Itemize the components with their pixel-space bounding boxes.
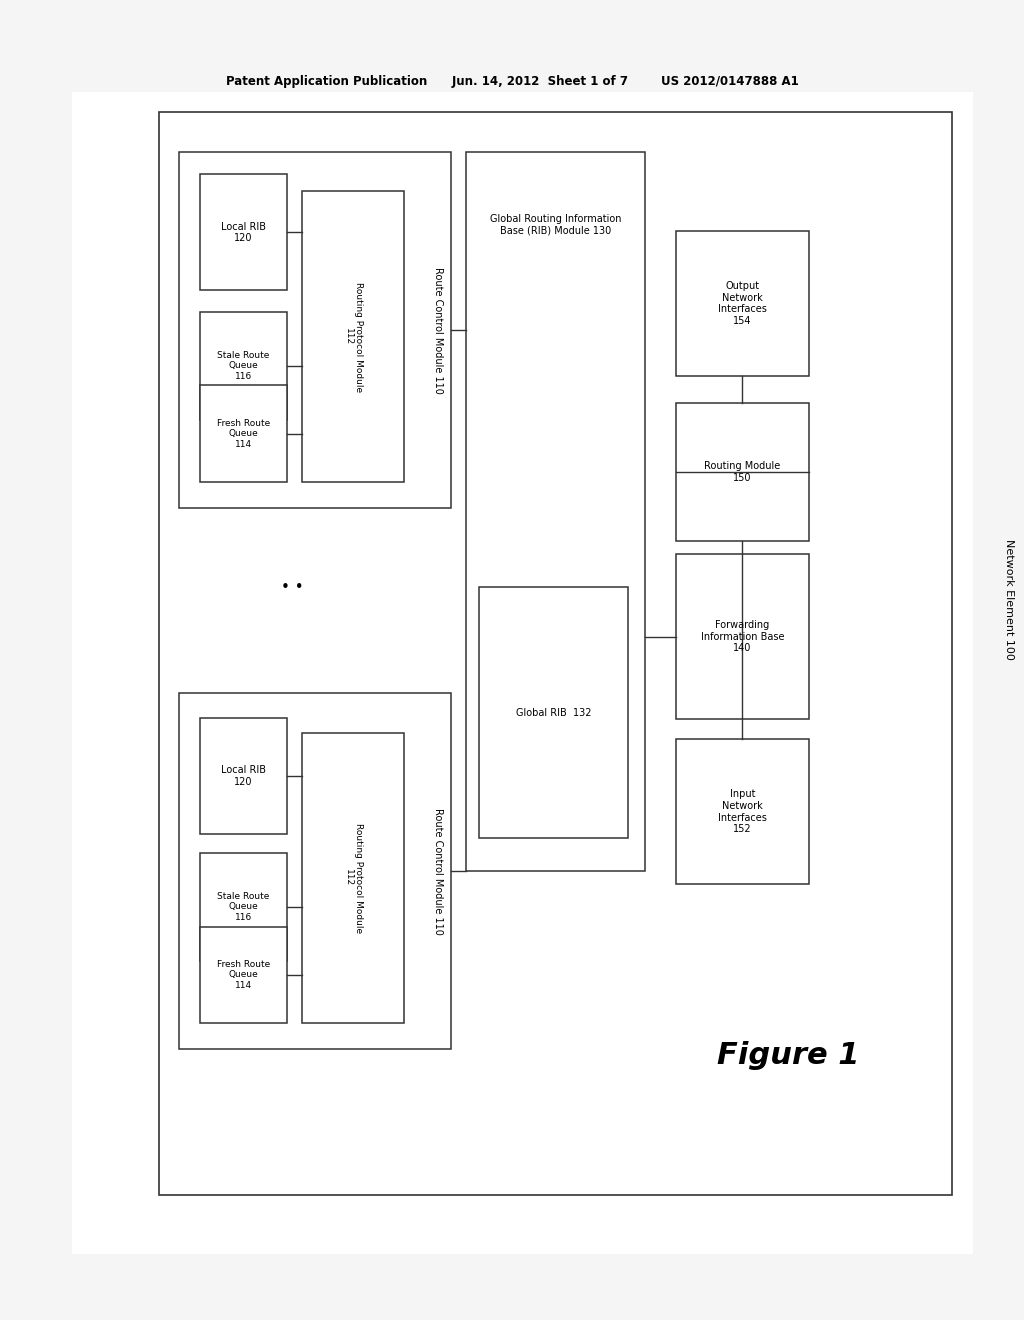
Text: Network Element 100: Network Element 100 — [1004, 539, 1014, 660]
Text: Output
Network
Interfaces
154: Output Network Interfaces 154 — [718, 281, 767, 326]
Text: Patent Application Publication      Jun. 14, 2012  Sheet 1 of 7        US 2012/0: Patent Application Publication Jun. 14, … — [225, 75, 799, 88]
Bar — [302, 733, 404, 1023]
Text: Stale Route
Queue
116: Stale Route Queue 116 — [217, 351, 269, 380]
Bar — [200, 385, 287, 482]
Bar — [179, 693, 451, 1049]
Text: Fresh Route
Queue
114: Fresh Route Queue 114 — [216, 418, 270, 449]
Text: Fresh Route
Queue
114: Fresh Route Queue 114 — [216, 960, 270, 990]
Text: Global Routing Information
Base (RIB) Module 130: Global Routing Information Base (RIB) Mo… — [489, 214, 622, 235]
Bar — [159, 112, 952, 1195]
Bar — [179, 152, 451, 508]
Bar — [676, 739, 809, 884]
Text: Stale Route
Queue
116: Stale Route Queue 116 — [217, 892, 269, 921]
Text: Routing Protocol Module
112: Routing Protocol Module 112 — [344, 281, 362, 392]
Text: Input
Network
Interfaces
152: Input Network Interfaces 152 — [718, 789, 767, 834]
Bar — [200, 853, 287, 961]
Text: Route Control Module 110: Route Control Module 110 — [433, 267, 443, 393]
Text: • •: • • — [281, 579, 303, 595]
Bar — [466, 152, 645, 871]
Text: Figure 1: Figure 1 — [717, 1041, 860, 1071]
Text: Local RIB
120: Local RIB 120 — [221, 222, 265, 243]
Bar — [302, 191, 404, 482]
Text: Routing Protocol Module
112: Routing Protocol Module 112 — [344, 822, 362, 933]
Bar — [200, 174, 287, 290]
Bar — [676, 231, 809, 376]
Text: Route Control Module 110: Route Control Module 110 — [433, 808, 443, 935]
Bar — [200, 718, 287, 834]
Bar — [200, 312, 287, 420]
Bar — [200, 927, 287, 1023]
Text: Global RIB  132: Global RIB 132 — [516, 708, 591, 718]
Text: Local RIB
120: Local RIB 120 — [221, 766, 265, 787]
Bar — [479, 587, 628, 838]
Bar — [676, 554, 809, 719]
Bar — [676, 403, 809, 541]
Bar — [72, 92, 973, 1254]
Text: Routing Module
150: Routing Module 150 — [705, 461, 780, 483]
Text: Forwarding
Information Base
140: Forwarding Information Base 140 — [700, 620, 784, 653]
